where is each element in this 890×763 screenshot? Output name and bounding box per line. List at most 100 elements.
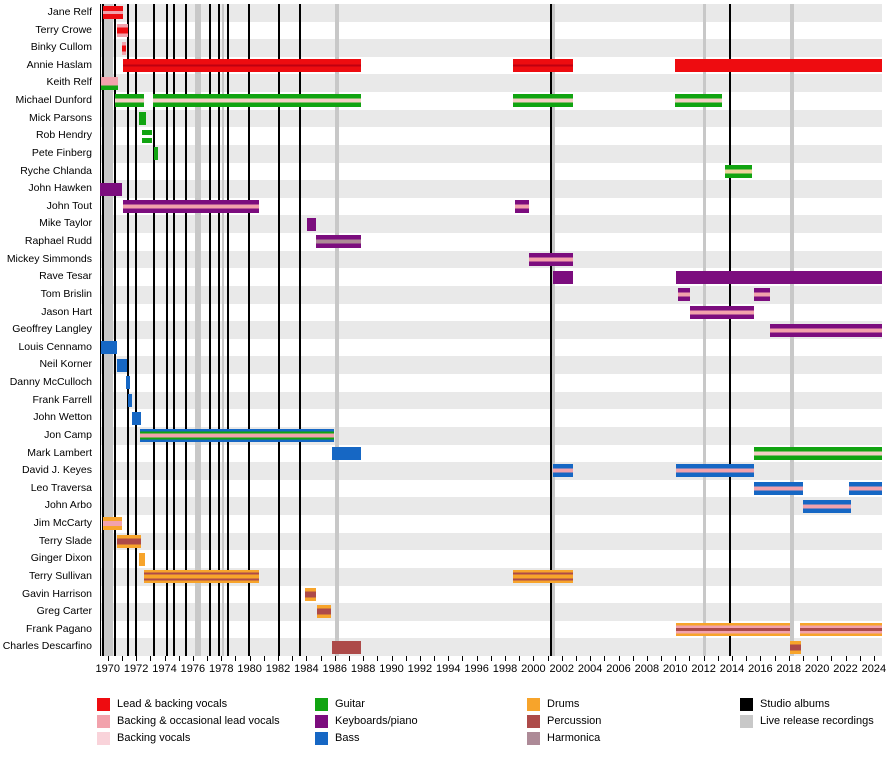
- member-label: Michael Dunford: [15, 94, 92, 107]
- row-band: [101, 144, 882, 163]
- axis-tick: [178, 656, 180, 661]
- studio-album-line: [227, 4, 230, 656]
- row-band: [101, 109, 882, 128]
- role-bar: [800, 623, 882, 637]
- axis-tick-label: 1998: [492, 663, 518, 675]
- role-bar: [678, 288, 691, 302]
- axis-tick: [505, 656, 507, 661]
- axis-tick: [278, 656, 280, 661]
- role-bar: [675, 270, 882, 284]
- member-label: Jane Relf: [47, 6, 92, 18]
- axis-tick: [618, 656, 620, 661]
- legend-label: Drums: [547, 698, 580, 710]
- role-bar: [103, 6, 123, 20]
- studio-album-line: [728, 4, 731, 656]
- axis-tick: [746, 656, 748, 661]
- row-band: [101, 321, 882, 339]
- axis-tick: [320, 656, 322, 661]
- member-label: Greg Carter: [36, 605, 92, 618]
- axis-tick: [533, 656, 535, 661]
- role-bar: [101, 341, 118, 355]
- member-label: Mick Parsons: [28, 111, 92, 124]
- legend-label: Live release recordings: [760, 715, 874, 727]
- axis-tick: [817, 656, 819, 661]
- row-band: [101, 532, 882, 551]
- member-label: Raphael Rudd: [24, 235, 92, 248]
- member-label: Charles Descarfino: [2, 640, 92, 653]
- role-bar: [316, 605, 331, 619]
- role-bar: [803, 499, 851, 513]
- member-label: John Arbo: [44, 499, 92, 512]
- row-band: [101, 4, 882, 22]
- role-bar: [315, 235, 362, 249]
- role-bar: [132, 411, 142, 425]
- member-label: Frank Farrell: [32, 393, 92, 406]
- member-label: Keith Relf: [46, 76, 92, 89]
- axis-tick: [448, 656, 450, 661]
- row-band: [101, 356, 882, 375]
- live-release-line: [195, 4, 202, 656]
- role-bar: [529, 253, 573, 266]
- x-axis: 1970 1972 1974 1976 1978 1980 1982 1984 1986 1988…: [96, 656, 886, 682]
- role-bar: [724, 164, 753, 178]
- axis-tick: [845, 656, 847, 661]
- role-bar: [331, 446, 361, 460]
- role-bar: [753, 288, 770, 302]
- studio-album-line: [172, 4, 175, 656]
- axis-tick: [136, 656, 138, 661]
- role-bar: [125, 376, 131, 390]
- role-bar: [152, 94, 361, 108]
- member-label: John Hawken: [28, 182, 92, 195]
- row-band: [101, 638, 882, 656]
- axis-tick: [462, 656, 464, 661]
- role-bar: [115, 94, 145, 108]
- legend-label: Harmonica: [547, 732, 601, 744]
- legend-swatch: [315, 698, 328, 711]
- member-label: Jason Hart: [41, 305, 92, 318]
- role-bar: [117, 534, 141, 548]
- axis-tick: [859, 656, 861, 661]
- role-bar: [753, 482, 804, 496]
- role-bar: [306, 217, 316, 231]
- axis-tick: [405, 656, 407, 661]
- role-bar: [675, 464, 754, 478]
- role-bar: [122, 200, 260, 214]
- role-bar: [103, 517, 123, 531]
- axis-tick: [334, 656, 336, 661]
- member-label: Neil Korner: [39, 358, 92, 371]
- row-band: [101, 515, 882, 533]
- axis-tick: [235, 656, 237, 661]
- axis-tick-label: 2016: [748, 663, 773, 675]
- axis-tick: [873, 656, 875, 661]
- axis-tick: [107, 656, 109, 661]
- legend-swatch: [740, 698, 753, 711]
- member-label: Pete Finberg: [31, 146, 92, 159]
- legend: Lead & backing vocals Backing & occasiona…: [0, 690, 890, 763]
- member-label: Mike Taylor: [39, 217, 92, 230]
- row-band: [101, 197, 882, 216]
- axis-tick: [760, 656, 762, 661]
- legend-label: Lead & backing vocals: [117, 698, 228, 710]
- axis-tick-label: 1984: [294, 663, 319, 675]
- axis-tick-label: 1978: [209, 663, 234, 675]
- axis-tick-label: 2004: [577, 663, 603, 675]
- member-label: Rob Hendry: [35, 129, 92, 142]
- legend-swatch: [315, 732, 328, 745]
- role-bar: [117, 358, 128, 372]
- axis-tick: [774, 656, 776, 661]
- role-bar: [753, 446, 882, 460]
- axis-tick-label: 2022: [833, 663, 858, 675]
- axis-tick-label: 1980: [237, 663, 262, 675]
- role-bar: [140, 429, 334, 443]
- legend-swatch: [527, 732, 540, 745]
- axis-tick: [292, 656, 294, 661]
- role-bar: [514, 200, 529, 214]
- axis-tick-label: 1994: [436, 663, 461, 675]
- row-band: [101, 479, 882, 498]
- live-release-line: [335, 4, 339, 656]
- member-label: John Tout: [46, 199, 92, 212]
- member-label: Mickey Simmonds: [6, 252, 92, 265]
- member-label: John Wetton: [33, 411, 92, 424]
- studio-album-line: [277, 4, 280, 656]
- legend-label: Percussion: [547, 715, 602, 727]
